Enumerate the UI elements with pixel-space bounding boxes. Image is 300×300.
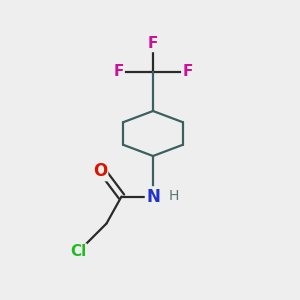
Text: F: F (148, 36, 158, 51)
Text: Cl: Cl (70, 244, 86, 260)
Text: F: F (182, 64, 193, 80)
Text: F: F (113, 64, 124, 80)
Text: H: H (169, 190, 179, 203)
Text: N: N (146, 188, 160, 206)
Text: O: O (93, 162, 107, 180)
